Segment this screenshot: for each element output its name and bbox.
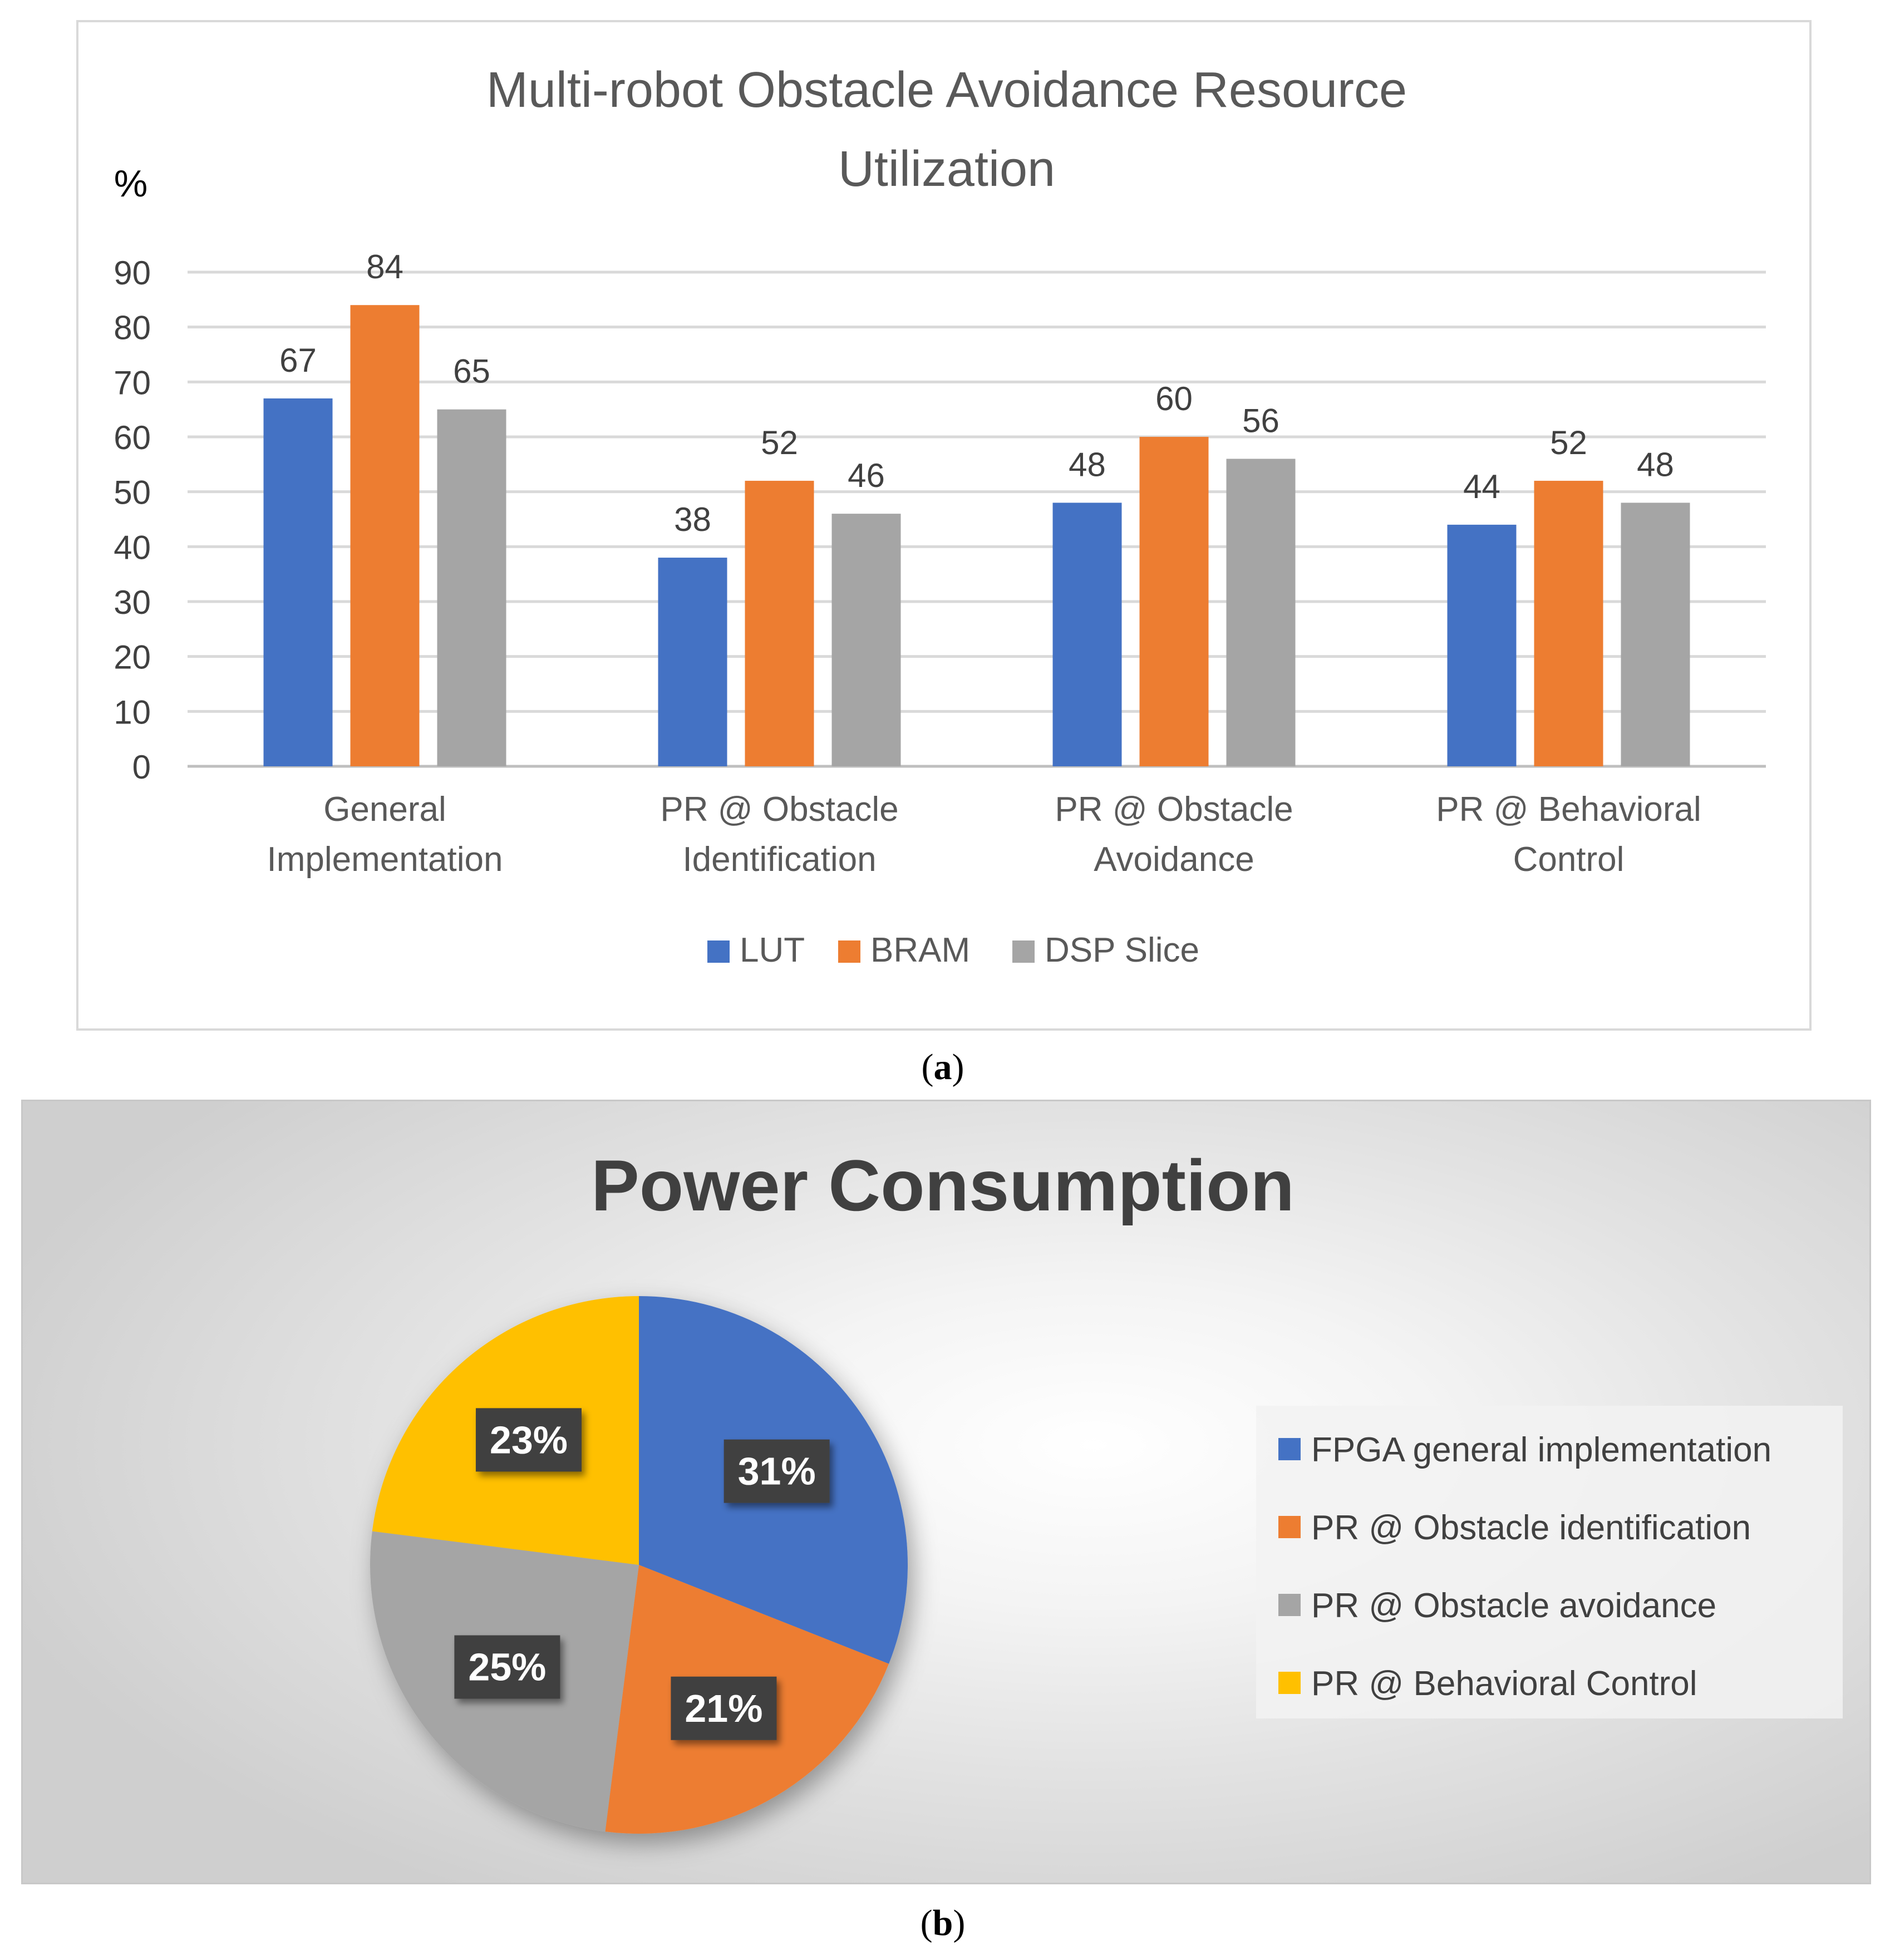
data-label: 25% <box>468 1646 546 1689</box>
legend-label: BRAM <box>870 931 970 969</box>
data-label: 23% <box>490 1418 568 1461</box>
bar-lut <box>658 558 727 766</box>
legend-label: LUT <box>740 931 805 969</box>
bar-data-label: 67 <box>279 342 317 379</box>
y-tick-label: 40 <box>114 529 151 566</box>
caption-a-letter: a <box>933 1047 952 1087</box>
legend-swatch <box>838 940 860 963</box>
y-tick-label: 70 <box>114 364 151 401</box>
bar-lut <box>263 398 333 766</box>
bar-dsp-slice <box>437 409 506 766</box>
chart-title-line: Utilization <box>838 141 1055 197</box>
legend-label: DSP Slice <box>1045 931 1199 969</box>
bar-lut <box>1052 503 1122 766</box>
legend-swatch <box>1278 1516 1301 1538</box>
bar-chart: Multi-robot Obstacle Avoidance Resource U… <box>114 62 1766 969</box>
legend-label: PR @ Behavioral Control <box>1311 1664 1697 1703</box>
y-tick-label: 60 <box>114 419 151 456</box>
pie-group <box>370 1296 908 1834</box>
y-tick-label: 90 <box>114 254 151 292</box>
y-axis-label: % <box>114 162 147 205</box>
data-label: 31% <box>738 1450 816 1493</box>
data-label: 21% <box>685 1687 762 1730</box>
pie-chart-panel: Power Consumption 31% 21% 25% 23% FPGA genera… <box>21 1100 1871 1884</box>
bar-bram <box>350 305 420 766</box>
legend-swatch <box>1012 940 1035 963</box>
bar-data-label: 56 <box>1242 402 1279 439</box>
legend-swatch <box>1278 1594 1301 1616</box>
caption-b: (b) <box>920 1903 966 1943</box>
bar-chart-panel: Multi-robot Obstacle Avoidance Resource U… <box>76 20 1812 1031</box>
legend-swatch <box>1278 1672 1301 1694</box>
bar-data-label: 60 <box>1155 380 1193 417</box>
bar-data-label: 48 <box>1637 446 1674 483</box>
caption-a: (a) <box>921 1047 964 1087</box>
chart-title: Power Consumption <box>591 1145 1295 1226</box>
y-tick-label: 20 <box>114 639 151 676</box>
bar-dsp-slice <box>831 514 901 766</box>
bar-data-label: 52 <box>761 424 798 461</box>
y-tick-label: 30 <box>114 584 151 621</box>
bar-data-label: 48 <box>1069 446 1106 483</box>
x-tick-label: PR @ Obstacle <box>1055 790 1293 829</box>
x-tick-label: Identification <box>682 840 876 879</box>
x-tick-label: PR @ Obstacle <box>660 790 898 829</box>
x-tick-label: Control <box>1513 840 1625 879</box>
x-tick-label: PR @ Behavioral <box>1436 790 1701 829</box>
bar-data-label: 84 <box>366 248 403 285</box>
bar-data-label: 52 <box>1550 424 1587 461</box>
legend-label: PR @ Obstacle avoidance <box>1311 1587 1716 1625</box>
legend-label: FPGA general implementation <box>1311 1431 1771 1469</box>
data-label-box <box>475 1408 582 1472</box>
y-tick-label: 50 <box>114 474 151 511</box>
bar-lut <box>1447 524 1517 766</box>
x-tick-label: Implementation <box>267 840 503 879</box>
data-label-box <box>454 1635 560 1699</box>
bar-dsp-slice <box>1621 503 1690 766</box>
bar-data-label: 65 <box>453 353 490 390</box>
caption-b-letter: b <box>932 1903 953 1943</box>
bar-bram <box>745 480 814 766</box>
bar-bram <box>1139 437 1209 766</box>
y-tick-label: 80 <box>114 309 151 347</box>
legend-label: PR @ Obstacle identification <box>1311 1509 1751 1547</box>
x-tick-label: Avoidance <box>1094 840 1254 879</box>
chart-title-line: Multi-robot Obstacle Avoidance Resource <box>486 62 1407 118</box>
bar-dsp-slice <box>1226 459 1296 766</box>
pie-chart: Power Consumption 31% 21% 25% 23% FPGA genera… <box>370 1145 1843 1834</box>
y-tick-label: 10 <box>114 693 151 731</box>
legend-swatch <box>1278 1438 1301 1460</box>
bar-data-label: 46 <box>848 457 885 494</box>
y-tick-label: 0 <box>132 748 151 786</box>
bar-bram <box>1534 480 1603 766</box>
bar-data-label: 38 <box>674 501 711 538</box>
x-tick-label: General <box>323 790 446 829</box>
data-label-box <box>724 1439 830 1503</box>
bar-data-label: 44 <box>1463 468 1500 505</box>
legend-box <box>1256 1406 1843 1718</box>
data-label-box <box>671 1676 777 1740</box>
legend-swatch <box>707 940 730 963</box>
